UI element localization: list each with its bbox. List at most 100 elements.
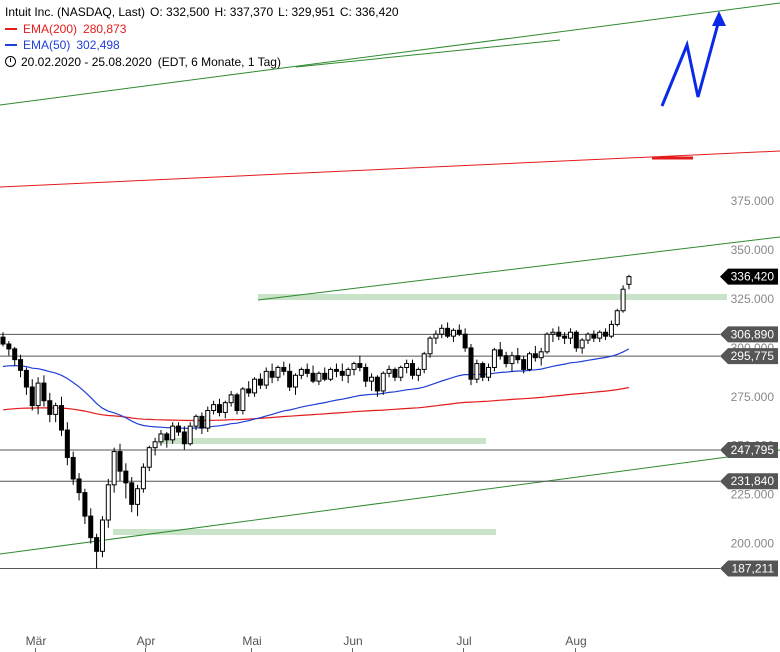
- x-tick-label: Jun: [343, 634, 362, 648]
- x-tick-label: Mär: [26, 634, 47, 648]
- candle-body: [538, 351, 544, 359]
- low-value: L: 329,951: [278, 5, 335, 19]
- price-marker-tag: [720, 442, 778, 459]
- candle-body: [445, 327, 451, 337]
- price-marker: 295,775: [720, 348, 778, 365]
- candle-body: [415, 368, 421, 376]
- candle-body: [76, 478, 82, 494]
- candle-body: [380, 372, 386, 392]
- candle: [322, 367, 328, 382]
- candle: [380, 371, 386, 395]
- candle: [129, 476, 135, 513]
- candle: [515, 347, 521, 364]
- candle-body: [53, 405, 59, 415]
- candle: [462, 328, 468, 352]
- candle-body: [480, 363, 486, 378]
- candle: [386, 365, 392, 378]
- candle-body: [164, 433, 170, 441]
- candle-body: [117, 451, 123, 472]
- candle: [597, 330, 603, 343]
- high-value: H: 337,370: [214, 5, 274, 19]
- y-axis: 375.000350.000325.000300.000275.000250.0…: [731, 194, 775, 550]
- candle: [538, 347, 544, 366]
- candle-body: [246, 388, 252, 394]
- candle: [12, 346, 18, 366]
- candle-body: [474, 363, 480, 380]
- resistance-line: [0, 150, 780, 188]
- forecast-arrow: [660, 11, 726, 107]
- candle-body: [252, 378, 258, 394]
- y-tick-label: 225.000: [731, 488, 775, 502]
- candle-body: [176, 425, 181, 433]
- candle: [117, 443, 123, 481]
- instrument-title: Intuit Inc. (NASDAQ, Last): [5, 5, 146, 19]
- candle-body: [497, 349, 503, 357]
- candle-body: [515, 355, 521, 361]
- candle-body: [211, 404, 217, 411]
- candle-body: [94, 537, 100, 552]
- candle-body: [135, 488, 141, 505]
- candle-body: [339, 370, 345, 376]
- candle: [88, 508, 94, 544]
- chart-legend: Intuit Inc. (NASDAQ, Last) O: 332,500 H:…: [5, 4, 404, 70]
- candle: [562, 332, 568, 344]
- candle-body: [450, 329, 456, 337]
- candle: [18, 354, 24, 378]
- price-marker-tag: [720, 473, 778, 490]
- candle-body: [298, 368, 304, 376]
- candle-body: [491, 349, 497, 368]
- candle: [64, 422, 70, 466]
- candle-body: [392, 368, 398, 378]
- candle-body: [228, 394, 234, 404]
- candle-body: [129, 482, 135, 505]
- support-zone: [158, 438, 486, 444]
- candle: [70, 451, 76, 485]
- candle: [205, 406, 211, 433]
- candle-body: [527, 353, 532, 370]
- candle-body: [439, 327, 445, 335]
- price-marker-tag: [720, 268, 778, 285]
- candle-body: [521, 359, 527, 370]
- candle: [357, 355, 363, 372]
- candle-body: [421, 353, 427, 370]
- candle: [603, 328, 609, 341]
- candle-body: [591, 333, 597, 339]
- candle: [293, 373, 298, 395]
- candle: [509, 351, 515, 372]
- candle: [567, 328, 573, 344]
- candle-body: [532, 353, 538, 359]
- candle-body: [316, 372, 322, 382]
- candle-body: [152, 441, 158, 449]
- candle-body: [486, 366, 492, 378]
- candle: [211, 400, 217, 415]
- candle-body: [35, 382, 41, 407]
- candle-body: [187, 425, 193, 445]
- candle-body: [404, 363, 410, 368]
- candle-body: [12, 348, 18, 361]
- legend-range-row: 20.02.2020 - 25.08.2020 (EDT, 6 Monate, …: [5, 54, 404, 71]
- price-marker-label: 187,211: [732, 562, 775, 576]
- price-marker: 187,211: [720, 560, 778, 577]
- ema-lines: [2, 348, 630, 430]
- candle-body: [146, 447, 152, 468]
- ema50-label: EMA(50): [23, 38, 71, 52]
- candle: [573, 330, 579, 352]
- legend-ohlc-row: Intuit Inc. (NASDAQ, Last) O: 332,500 H:…: [5, 4, 404, 21]
- y-tick-label: 275.000: [731, 390, 775, 404]
- candle-body: [386, 368, 392, 374]
- x-tick-label: Mai: [242, 634, 261, 648]
- y-tick-label: 350.000: [731, 243, 775, 257]
- candle: [123, 463, 129, 499]
- candle: [6, 341, 12, 356]
- candle-body: [509, 355, 515, 365]
- candle: [404, 359, 410, 374]
- candle-body: [573, 331, 579, 349]
- candle: [474, 359, 480, 384]
- candle-body: [503, 355, 509, 365]
- candle: [240, 387, 246, 415]
- candle-body: [140, 466, 146, 490]
- candle-body: [59, 405, 64, 431]
- candle-body: [29, 386, 35, 407]
- candle: [164, 432, 170, 448]
